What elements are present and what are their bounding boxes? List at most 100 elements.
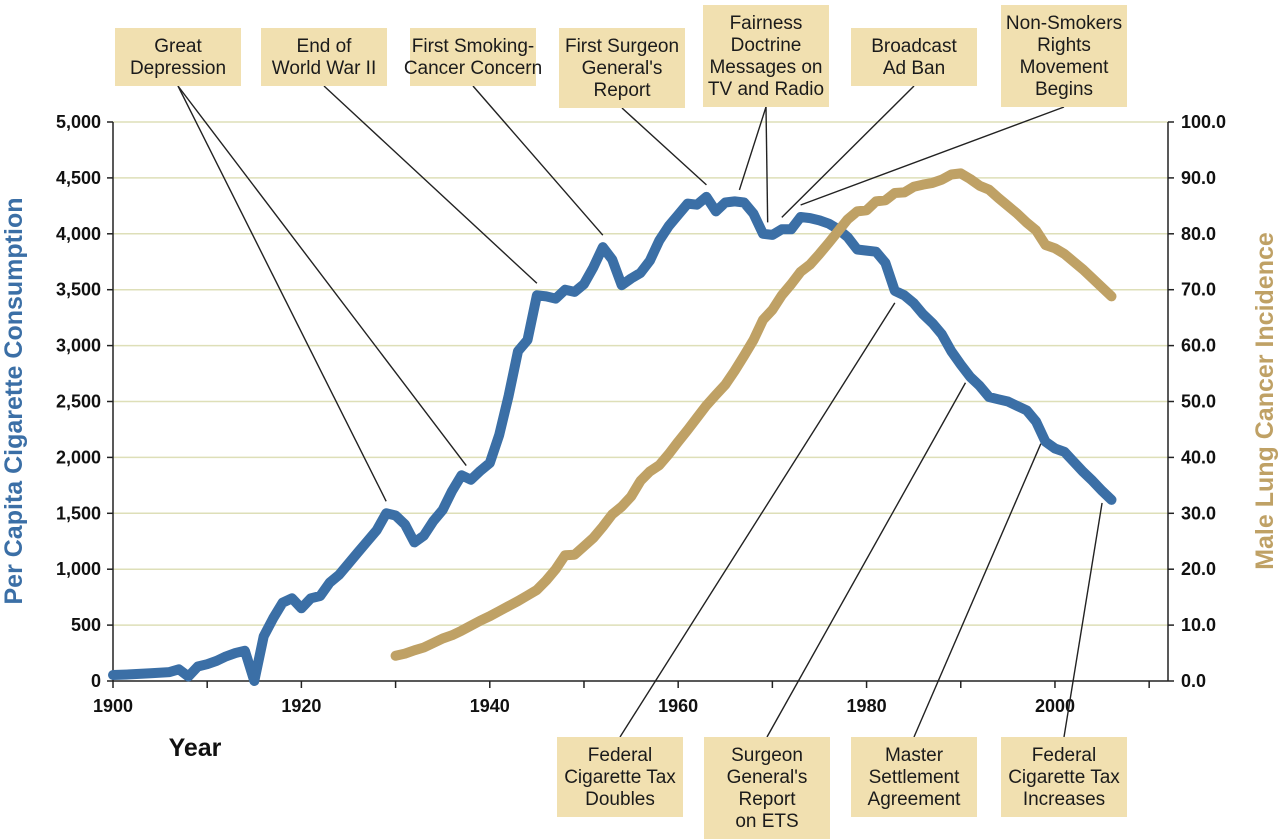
annotation-text: Messages on xyxy=(709,57,822,78)
annotation-text: Agreement xyxy=(868,789,962,810)
annotation-text: Cigarette Tax xyxy=(1008,767,1120,788)
annotation-text: Master xyxy=(885,745,944,766)
x-tick-label: 1980 xyxy=(847,696,887,716)
y-left-tick-label: 2,500 xyxy=(56,392,101,412)
annotation-leader-line xyxy=(800,106,1065,206)
y-left-tick-label: 4,500 xyxy=(56,168,101,188)
annotation-text: on ETS xyxy=(735,811,798,832)
annotation-text: Cigarette Tax xyxy=(564,767,676,788)
annotation-leader-line xyxy=(323,85,538,284)
y-right-tick-label: 90.0 xyxy=(1181,168,1216,188)
annotation-background xyxy=(1001,737,1127,817)
annotation-text: World War II xyxy=(272,58,377,79)
annotation-background xyxy=(559,28,685,108)
annotation-leader-lines xyxy=(177,85,1103,738)
annotation-text: Federal xyxy=(1032,745,1096,766)
annotation-text: TV and Radio xyxy=(708,79,824,100)
annotation-leader-line xyxy=(766,382,967,738)
tick-labels: 0 0.0 500 10.0 1,000 20.0 1,500 30.0 2,000 40.0 2,… xyxy=(56,112,1226,716)
annotation-background xyxy=(703,5,829,107)
y-right-tick-label: 0.0 xyxy=(1181,671,1206,691)
annotation-text: Report xyxy=(738,789,796,810)
y-right-tick-label: 10.0 xyxy=(1181,615,1216,635)
annotation-text: Fairness xyxy=(730,13,803,34)
y-left-tick-label: 0 xyxy=(91,671,101,691)
annotation-text: End of xyxy=(297,36,353,57)
annotation-text: Settlement xyxy=(869,767,961,788)
annotation-text: Surgeon xyxy=(731,745,803,766)
y-left-tick-label: 3,000 xyxy=(56,336,101,356)
annotation-leader-line xyxy=(1063,502,1103,738)
annotation-text: First Smoking- xyxy=(412,36,534,57)
series-lines xyxy=(108,168,1117,686)
annotation-text: Broadcast xyxy=(871,36,957,57)
y-right-tick-label: 40.0 xyxy=(1181,447,1216,467)
annotation-text: Depression xyxy=(130,58,226,79)
x-tick-label: 2000 xyxy=(1035,696,1075,716)
annotation-text: Great xyxy=(154,36,202,57)
y-left-tick-label: 4,000 xyxy=(56,224,101,244)
y-left-tick-label: 500 xyxy=(71,615,101,635)
y-right-tick-label: 80.0 xyxy=(1181,224,1216,244)
y-right-tick-label: 60.0 xyxy=(1181,336,1216,356)
y-right-tick-label: 70.0 xyxy=(1181,280,1216,300)
annotation-text: Report xyxy=(593,80,651,101)
annotation-text: Rights xyxy=(1037,35,1091,56)
annotation-background xyxy=(851,737,977,817)
annotation-background xyxy=(410,28,536,86)
y-left-tick-label: 1,000 xyxy=(56,559,101,579)
y-left-tick-label: 5,000 xyxy=(56,112,101,132)
y-left-tick-label: 3,500 xyxy=(56,280,101,300)
annotation-leader-line xyxy=(619,302,896,738)
annotation-text: Doctrine xyxy=(731,35,802,56)
annotation-leader-line xyxy=(913,443,1042,738)
annotation-text: Ad Ban xyxy=(883,58,945,79)
y-right-tick-label: 20.0 xyxy=(1181,559,1216,579)
x-tick-label: 1940 xyxy=(470,696,510,716)
annotation-text: Doubles xyxy=(585,789,655,810)
annotation-leader-line xyxy=(177,85,387,502)
axis-labels: Per Capita Cigarette Consumption Male Lu… xyxy=(0,198,1279,763)
x-tick-label: 1900 xyxy=(93,696,133,716)
gridlines xyxy=(113,121,1168,626)
annotation-text: General's xyxy=(582,58,663,79)
annotation-leader-line xyxy=(781,85,915,218)
y-left-tick-label: 1,500 xyxy=(56,503,101,523)
x-tick-label: 1960 xyxy=(658,696,698,716)
annotation-background xyxy=(1001,5,1127,107)
x-axis-label: Year xyxy=(169,734,222,762)
y-left-tick-label: 2,000 xyxy=(56,447,101,467)
annotation-background xyxy=(851,28,977,86)
annotation-background xyxy=(261,28,387,86)
y-axis-left-label: Per Capita Cigarette Consumption xyxy=(0,198,28,605)
consumption-series-line xyxy=(108,191,1117,686)
annotation-background xyxy=(115,28,241,86)
annotation-text: General's xyxy=(727,767,808,788)
annotation-leader-line xyxy=(765,106,769,223)
annotation-text: Increases xyxy=(1023,789,1105,810)
incidence-series-line xyxy=(390,168,1117,661)
annotation-background xyxy=(704,737,830,839)
annotation-leader-line xyxy=(472,85,604,236)
annotation-text: Federal xyxy=(588,745,652,766)
y-axis-right-label: Male Lung Cancer Incidence xyxy=(1251,232,1279,570)
annotation-text: Movement xyxy=(1020,57,1109,78)
annotation-text: Non-Smokers xyxy=(1006,13,1122,34)
y-right-tick-label: 30.0 xyxy=(1181,503,1216,523)
annotation-text: Cancer Concern xyxy=(404,58,542,79)
annotation-leader-line xyxy=(738,106,767,191)
axes xyxy=(107,121,1174,688)
y-right-tick-label: 100.0 xyxy=(1181,112,1226,132)
